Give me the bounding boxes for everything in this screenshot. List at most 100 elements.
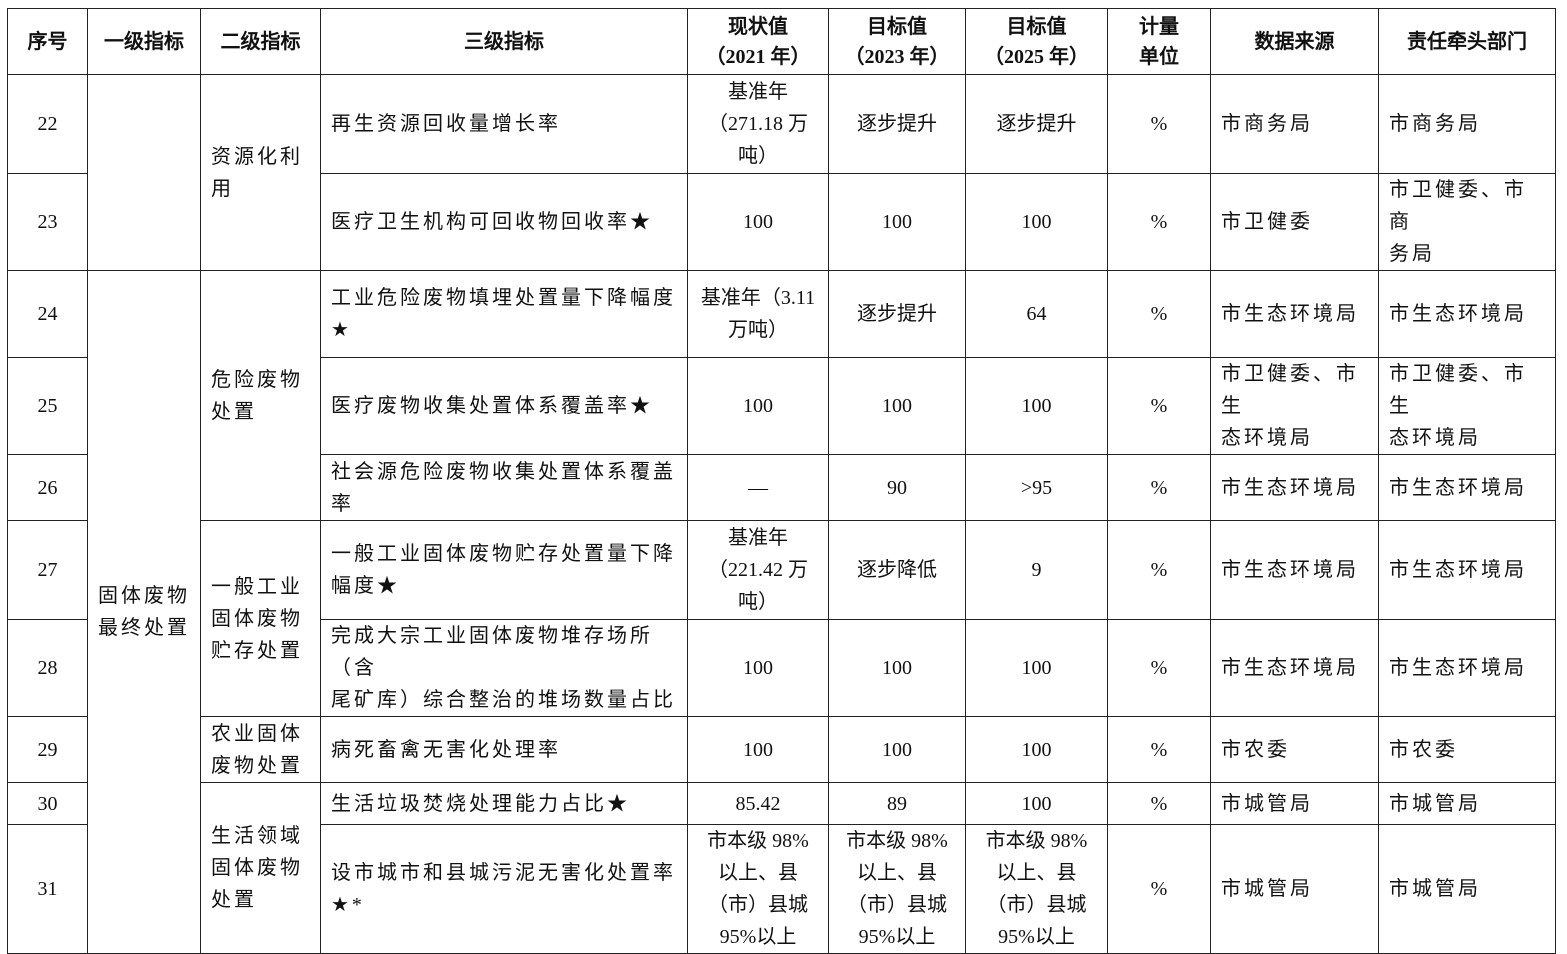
level2-indicator: 危险废物 处置 bbox=[200, 270, 321, 521]
level3-indicator: 一般工业固体废物贮存处置量下降 幅度★ bbox=[320, 520, 688, 620]
target-2025: 9 bbox=[965, 520, 1108, 620]
target-2023: 100 bbox=[828, 619, 966, 717]
data-source: 市生态环境局 bbox=[1210, 454, 1379, 521]
level1-indicator bbox=[87, 74, 201, 271]
header-level3: 三级指标 bbox=[320, 8, 688, 75]
data-source: 市城管局 bbox=[1210, 824, 1379, 954]
table-row: 26 社会源危险废物收集处置体系覆盖 率 —90 >95% 市生态环境局 市生态环境局 bbox=[7, 454, 1556, 521]
responsible-dept: 市生态环境局 bbox=[1378, 520, 1556, 620]
target-2025: 100 bbox=[965, 357, 1108, 455]
header-target-2025: 目标值 （2025 年） bbox=[965, 8, 1108, 75]
level3-indicator: 病死畜禽无害化处理率 bbox=[320, 716, 688, 783]
unit: % bbox=[1107, 173, 1211, 271]
data-source: 市生态环境局 bbox=[1210, 619, 1379, 717]
unit: % bbox=[1107, 824, 1211, 954]
data-source: 市生态环境局 bbox=[1210, 270, 1379, 358]
row-number: 28 bbox=[7, 619, 88, 717]
row-number: 24 bbox=[7, 270, 88, 358]
header-row: 序号 一级指标 二级指标 三级指标 现状值 （2021 年） 目标值 （2023… bbox=[7, 8, 1556, 75]
header-source: 数据来源 bbox=[1210, 8, 1379, 75]
responsible-dept: 市城管局 bbox=[1378, 824, 1556, 954]
header-no: 序号 bbox=[7, 8, 88, 75]
level3-indicator: 医疗废物收集处置体系覆盖率★ bbox=[320, 357, 688, 455]
responsible-dept: 市商务局 bbox=[1378, 74, 1556, 174]
header-current: 现状值 （2021 年） bbox=[687, 8, 829, 75]
table-row: 24 固体废物 最终处置 危险废物 处置 工业危险废物填埋处置量下降幅度 ★ 基准年（3… bbox=[7, 270, 1556, 954]
target-2023: 逐步提升 bbox=[828, 270, 966, 358]
target-2025: 逐步提升 bbox=[965, 74, 1108, 174]
target-2023: 90 bbox=[828, 454, 966, 521]
data-source: 市生态环境局 bbox=[1210, 520, 1379, 620]
target-2023: 逐步降低 bbox=[828, 520, 966, 620]
table-row: 25 医疗废物收集处置体系覆盖率★ 100 100 100% 市卫健委、市生 态环境局 市卫… bbox=[7, 357, 1556, 455]
row-number: 22 bbox=[7, 74, 88, 174]
table-row: 27 一般工业 固体废物 贮存处置 一般工业固体废物贮存处置量下降 幅度★ 基准年 （… bbox=[7, 520, 1556, 717]
row-number: 26 bbox=[7, 454, 88, 521]
level2-indicator: 资源化利 用 bbox=[200, 74, 321, 271]
target-2023: 89 bbox=[828, 782, 966, 825]
table-row: 22 资源化利 用再生资源回收量增长率 基准年 （271.18 万 吨） 逐步提升 逐步… bbox=[7, 74, 1556, 271]
unit: % bbox=[1107, 270, 1211, 358]
unit: % bbox=[1107, 619, 1211, 717]
target-2025: 100 bbox=[965, 173, 1108, 271]
current-value: 基准年（3.11 万吨） bbox=[687, 270, 829, 358]
data-source: 市卫健委 bbox=[1210, 173, 1379, 271]
level3-indicator: 工业危险废物填埋处置量下降幅度 ★ bbox=[320, 270, 688, 358]
level3-indicator: 生活垃圾焚烧处理能力占比★ bbox=[320, 782, 688, 825]
data-source: 市农委 bbox=[1210, 716, 1379, 783]
level1-indicator: 固体废物 最终处置 bbox=[87, 270, 201, 954]
unit: % bbox=[1107, 454, 1211, 521]
row-number: 30 bbox=[7, 782, 88, 825]
target-2025: 市本级 98% 以上、县 （市）县城 95%以上 bbox=[965, 824, 1108, 954]
level3-indicator: 医疗卫生机构可回收物回收率★ bbox=[320, 173, 688, 271]
level3-indicator: 设市城市和县城污泥无害化处置率 ★* bbox=[320, 824, 688, 954]
target-2023: 100 bbox=[828, 357, 966, 455]
current-value: 100 bbox=[687, 173, 829, 271]
level3-indicator: 再生资源回收量增长率 bbox=[320, 74, 688, 174]
row-number: 27 bbox=[7, 520, 88, 620]
target-2025: 100 bbox=[965, 619, 1108, 717]
target-2025: 100 bbox=[965, 782, 1108, 825]
level2-indicator: 一般工业 固体废物 贮存处置 bbox=[200, 520, 321, 717]
header-target-2023: 目标值 （2023 年） bbox=[828, 8, 966, 75]
current-value: 市本级 98% 以上、县 （市）县城 95%以上 bbox=[687, 824, 829, 954]
responsible-dept: 市生态环境局 bbox=[1378, 454, 1556, 521]
current-value: 85.42 bbox=[687, 782, 829, 825]
unit: % bbox=[1107, 357, 1211, 455]
level2-indicator: 生活领域 固体废物 处置 bbox=[200, 782, 321, 954]
unit: % bbox=[1107, 74, 1211, 174]
header-level2: 二级指标 bbox=[200, 8, 321, 75]
responsible-dept: 市农委 bbox=[1378, 716, 1556, 783]
level3-indicator: 社会源危险废物收集处置体系覆盖 率 bbox=[320, 454, 688, 521]
responsible-dept: 市生态环境局 bbox=[1378, 270, 1556, 358]
data-source: 市城管局 bbox=[1210, 782, 1379, 825]
unit: % bbox=[1107, 520, 1211, 620]
level2-indicator: 农业固体 废物处置 bbox=[200, 716, 321, 783]
target-2023: 100 bbox=[828, 716, 966, 783]
target-2025: 100 bbox=[965, 716, 1108, 783]
header-unit: 计量 单位 bbox=[1107, 8, 1211, 75]
responsible-dept: 市卫健委、市商 务局 bbox=[1378, 173, 1556, 271]
row-number: 29 bbox=[7, 716, 88, 783]
current-value: 100 bbox=[687, 357, 829, 455]
table-row: 23 医疗卫生机构可回收物回收率★ 100 100 100% 市卫健委 市卫健委、市商 务局 bbox=[7, 173, 1556, 271]
current-value: — bbox=[687, 454, 829, 521]
header-level1: 一级指标 bbox=[87, 8, 201, 75]
current-value: 100 bbox=[687, 716, 829, 783]
table-row: 29 农业固体 废物处置 病死畜禽无害化处理率 100 100 100% 市农委 市农委 bbox=[7, 716, 1556, 783]
target-2023: 市本级 98% 以上、县 （市）县城 95%以上 bbox=[828, 824, 966, 954]
table-row: 30 生活领域 固体废物 处置 生活垃圾焚烧处理能力占比★ 85.42 89 100% 市城… bbox=[7, 782, 1556, 954]
current-value: 基准年 （271.18 万 吨） bbox=[687, 74, 829, 174]
target-2023: 逐步提升 bbox=[828, 74, 966, 174]
responsible-dept: 市卫健委、市生 态环境局 bbox=[1378, 357, 1556, 455]
level3-indicator: 完成大宗工业固体废物堆存场所（含 尾矿库）综合整治的堆场数量占比 bbox=[320, 619, 688, 717]
row-number: 25 bbox=[7, 357, 88, 455]
data-source: 市卫健委、市生 态环境局 bbox=[1210, 357, 1379, 455]
responsible-dept: 市生态环境局 bbox=[1378, 619, 1556, 717]
unit: % bbox=[1107, 782, 1211, 825]
target-2025: >95 bbox=[965, 454, 1108, 521]
responsible-dept: 市城管局 bbox=[1378, 782, 1556, 825]
indicator-table: 序号 一级指标 二级指标 三级指标 现状值 （2021 年） 目标值 （2023… bbox=[7, 8, 1556, 954]
current-value: 基准年 （221.42 万 吨） bbox=[687, 520, 829, 620]
current-value: 100 bbox=[687, 619, 829, 717]
